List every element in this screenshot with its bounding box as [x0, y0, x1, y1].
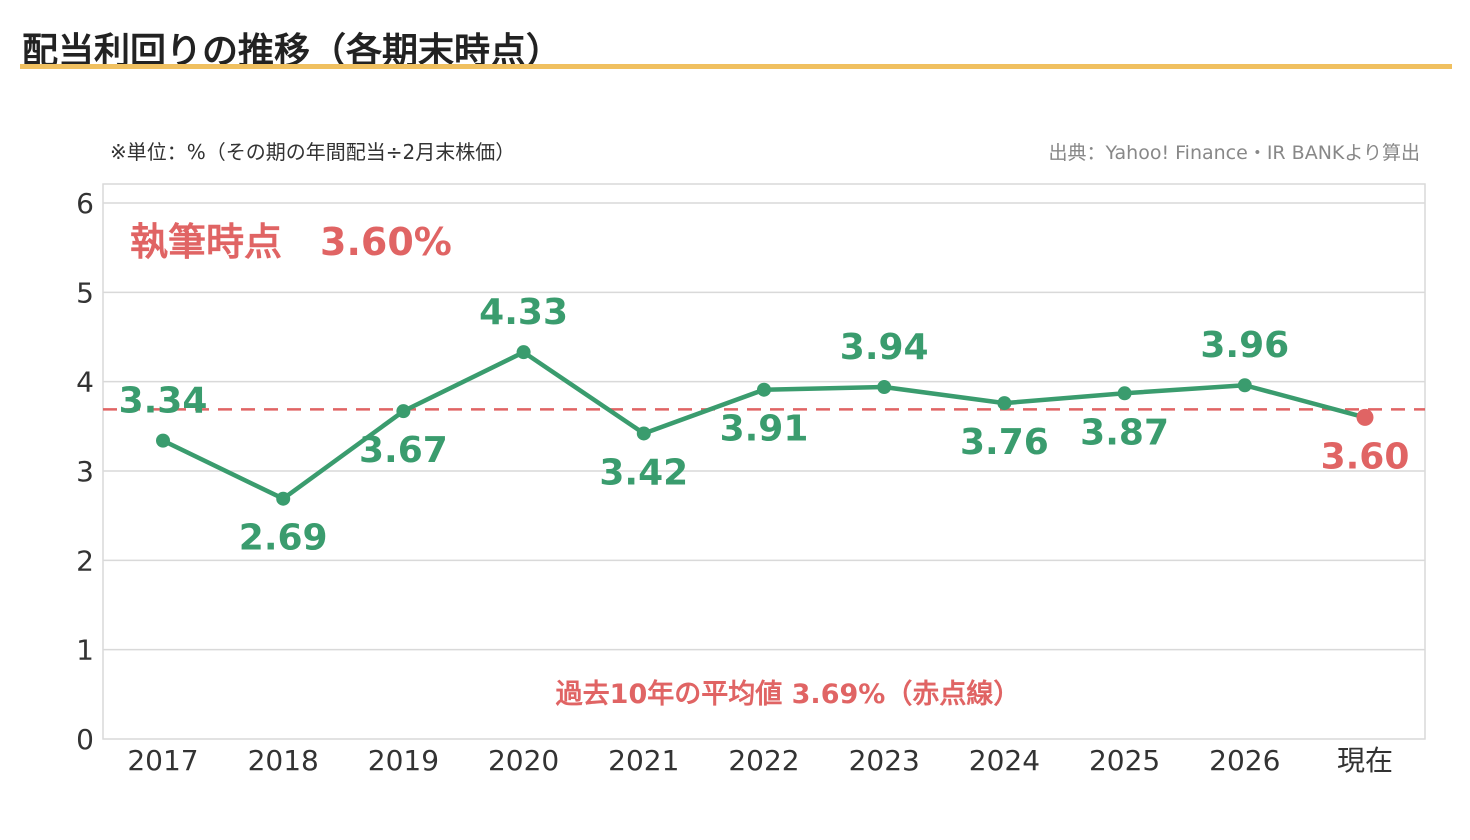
- x-tick-label: 2018: [248, 744, 319, 777]
- title-underline: [20, 64, 1452, 69]
- current-yield-point: [1356, 408, 1374, 426]
- plot-frame: [102, 183, 1426, 740]
- y-tick-label: 1: [76, 634, 94, 667]
- yield-point: [997, 396, 1012, 411]
- yield-data-label: 3.67: [359, 430, 448, 471]
- x-tick-label: 現在: [1337, 744, 1393, 777]
- x-tick-label: 2022: [728, 744, 799, 777]
- yield-data-label: 2.69: [239, 518, 328, 559]
- yield-point: [757, 382, 771, 397]
- y-tick-label: 0: [76, 723, 94, 756]
- yield-point: [276, 491, 291, 506]
- average-yield-annotation: 過去10年の平均値 3.69%（赤点線）: [556, 678, 1021, 710]
- source-note: 出典：Yahoo! Finance・IR BANKより算出: [1048, 142, 1420, 164]
- yield-point: [1237, 378, 1252, 393]
- x-tick-label: 2026: [1209, 744, 1280, 777]
- x-tick-label: 2020: [488, 744, 559, 777]
- y-tick-label: 2: [76, 544, 94, 577]
- current-yield-data-label: 3.60: [1321, 436, 1410, 477]
- y-tick-label: 5: [76, 276, 94, 309]
- current-yield-annotation: 執筆時点 3.60%: [130, 220, 452, 264]
- x-tick-label: 2025: [1089, 744, 1160, 777]
- yield-data-label: 3.91: [720, 409, 809, 450]
- yield-data-label: 4.33: [479, 292, 568, 333]
- x-tick-label: 2017: [127, 744, 198, 777]
- yield-point: [1117, 386, 1132, 401]
- unit-note: ※単位：%（その期の年間配当÷2月末株価）: [110, 140, 516, 164]
- x-tick-label: 2023: [849, 744, 920, 777]
- yield-data-label: 3.87: [1080, 412, 1169, 453]
- y-tick-label: 4: [76, 366, 94, 399]
- x-tick-label: 2019: [368, 744, 439, 777]
- yield-data-label: 3.96: [1200, 325, 1289, 366]
- x-tick-label: 2021: [608, 744, 679, 777]
- yield-point: [877, 380, 892, 395]
- yield-point: [156, 433, 170, 448]
- yield-point: [516, 345, 531, 360]
- y-tick-label: 6: [76, 187, 94, 220]
- yield-point: [636, 426, 651, 441]
- x-tick-label: 2024: [969, 744, 1040, 777]
- yield-data-label: 3.94: [840, 327, 929, 368]
- yield-point: [396, 404, 411, 419]
- yield-data-label: 3.42: [599, 452, 688, 493]
- yield-data-label: 3.76: [960, 422, 1049, 463]
- y-tick-label: 3: [76, 455, 94, 488]
- yield-data-label: 3.34: [119, 381, 208, 422]
